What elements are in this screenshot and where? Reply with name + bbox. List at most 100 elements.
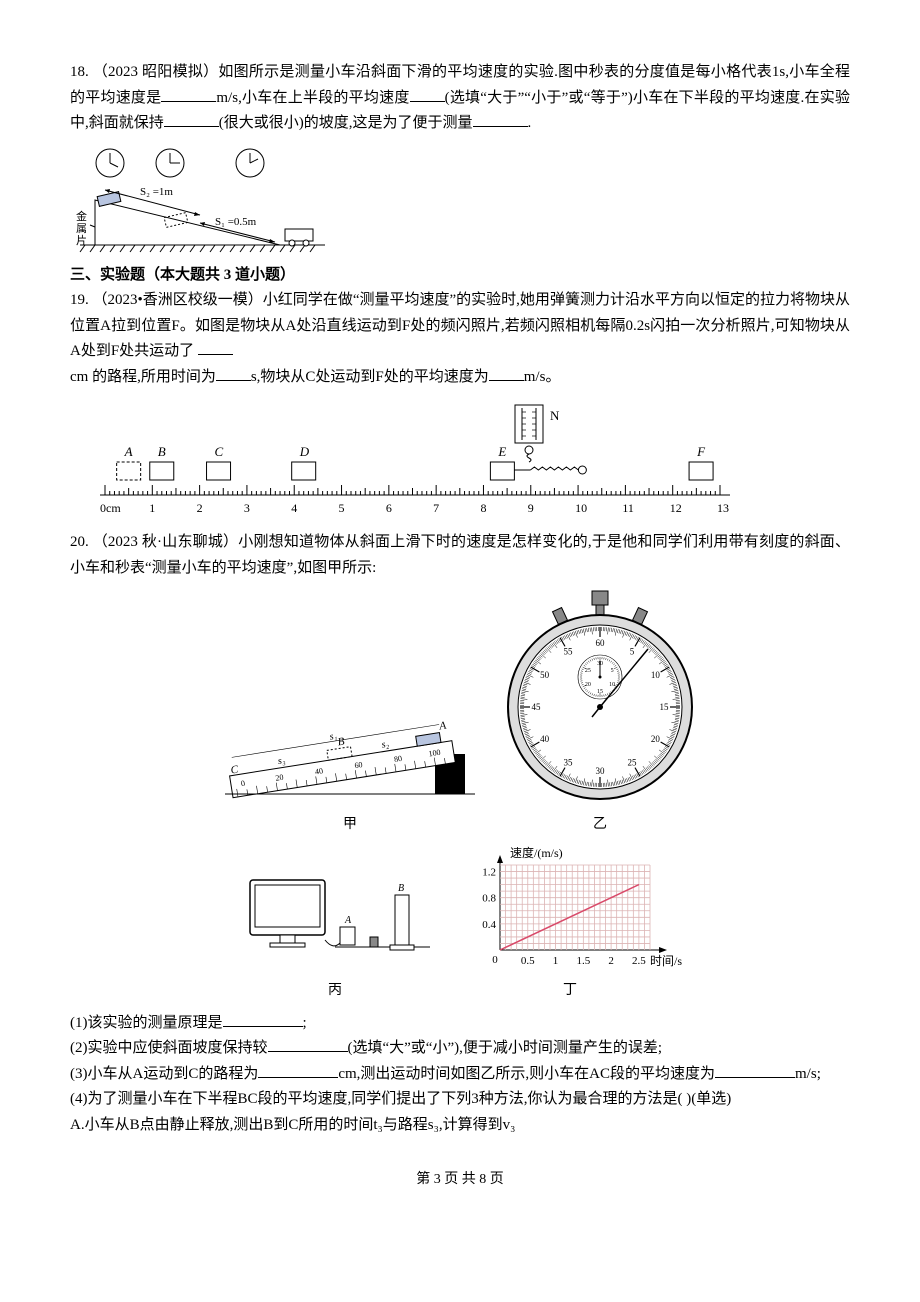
svg-text:片: 片 (76, 234, 87, 247)
svg-text:2: 2 (197, 501, 203, 515)
svg-text:60: 60 (354, 760, 363, 770)
q20-fig-computer: A B 丙 (235, 865, 435, 1003)
q19-num: 19. (70, 292, 93, 308)
q19-text-a: （2023•香洲区校级一模）小红同学在做“测量平均速度”的实验时,她用弹簧测力计… (70, 292, 850, 359)
q18-num: 18. (70, 64, 93, 80)
q18-text-d: . (528, 115, 532, 131)
q19-blank-2[interactable] (216, 366, 251, 381)
svg-text:40: 40 (314, 766, 323, 776)
svg-text:B: B (337, 736, 346, 749)
q20-stopwatch-svg: 51015202530354045505560 51015202530 (500, 589, 700, 809)
svg-text:35: 35 (564, 757, 574, 767)
q20-figrow-2: A B 丙 速度/(m/s) 0.5 1 1.5 2 2.5 0.4 0.8 1.2 (70, 845, 850, 1003)
q20-label-bing: 丙 (328, 979, 342, 1003)
svg-text:55: 55 (564, 647, 574, 657)
q20-computer-svg: A B (235, 865, 435, 975)
svg-text:5: 5 (339, 501, 345, 515)
q20-num: 20. (70, 534, 93, 550)
svg-text:40: 40 (540, 734, 550, 744)
q20-sub2-blank[interactable] (268, 1037, 348, 1052)
svg-text:5: 5 (611, 668, 614, 674)
q20-fig-ruler: 020406080100 A B C s₁ s₃ s₂ 甲 (220, 659, 480, 837)
q18-paragraph: 18. （2023 昭阳模拟）如图所示是测量小车沿斜面下滑的平均速度的实验.图中… (70, 60, 850, 137)
q20-label-yi: 乙 (593, 813, 607, 837)
q20-sub3-blank1[interactable] (258, 1063, 338, 1078)
svg-text:12: 12 (670, 501, 682, 515)
svg-text:10: 10 (651, 670, 661, 680)
q20-graph-ylabel: 速度/(m/s) (510, 845, 563, 860)
q20-graph-xlabel: 时间/s (650, 954, 682, 968)
q20-sub4: (4)为了测量小车在下半程BC段的平均速度,同学们提出了下列3种方法,你认为最合… (70, 1087, 850, 1113)
svg-text:1: 1 (553, 955, 559, 967)
svg-text:25: 25 (585, 668, 591, 674)
svg-text:B: B (158, 444, 166, 459)
q18-blank-2[interactable] (410, 87, 445, 102)
svg-text:0.4: 0.4 (482, 919, 496, 931)
svg-text:4: 4 (291, 501, 297, 515)
q20-optA: A.小车从B点由静止释放,测出B到C所用的时间t₃与路程s₃,计算得到v₃ (70, 1113, 850, 1139)
svg-text:B: B (398, 883, 404, 894)
svg-text:8: 8 (480, 501, 486, 515)
svg-text:100: 100 (428, 748, 441, 759)
q18-metal-label: 金 (76, 209, 87, 223)
svg-text:s₂: s₂ (381, 739, 391, 751)
svg-text:60: 60 (596, 638, 606, 648)
svg-text:30: 30 (596, 766, 606, 776)
svg-text:2: 2 (608, 955, 614, 967)
svg-text:C: C (215, 444, 224, 459)
q19-blank-3[interactable] (489, 366, 524, 381)
q20-graph-svg: 速度/(m/s) 0.5 1 1.5 2 2.5 0.4 0.8 1.2 时间/s 0 (455, 845, 685, 975)
section-3-title: 三、实验题（本大题共 3 道小题） (70, 263, 850, 289)
q18-incline-svg: 金 属 片 S₂ =1m S₁ =0.5m (70, 145, 330, 255)
q19-ruler-svg: N ABCDEF 0cm 12345678910111213 (70, 400, 750, 520)
svg-text:A: A (124, 444, 133, 459)
svg-text:E: E (497, 444, 506, 459)
svg-text:1.5: 1.5 (576, 955, 590, 967)
q18-s2: S₂ =1m (140, 186, 173, 198)
svg-text:9: 9 (528, 501, 534, 515)
q20-sub1: (1)该实验的测量原理是; (70, 1011, 850, 1037)
svg-text:20: 20 (275, 773, 284, 783)
svg-text:5: 5 (630, 647, 635, 657)
q19-blank-1[interactable] (198, 340, 233, 355)
q18-blank-4[interactable] (473, 112, 528, 127)
q20-figrow-1: 020406080100 A B C s₁ s₃ s₂ 甲 (70, 589, 850, 837)
svg-text:C: C (230, 763, 240, 776)
svg-text:15: 15 (597, 689, 603, 695)
svg-text:80: 80 (393, 754, 402, 764)
svg-text:A: A (438, 719, 448, 732)
page-footer: 第 3 页 共 8 页 (70, 1168, 850, 1192)
svg-text:A: A (344, 915, 352, 926)
q18-blank-3[interactable] (164, 112, 219, 127)
svg-text:13: 13 (717, 501, 729, 515)
q18-text-c: (很大或很小)的坡度,这是为了便于测量 (219, 115, 473, 131)
q19-figure: N ABCDEF 0cm 12345678910111213 (70, 400, 850, 520)
q20-sub3-blank2[interactable] (715, 1063, 795, 1078)
svg-text:11: 11 (622, 501, 634, 515)
svg-text:0.8: 0.8 (482, 892, 496, 904)
svg-text:10: 10 (575, 501, 587, 515)
svg-text:25: 25 (628, 757, 638, 767)
svg-text:10: 10 (609, 682, 615, 688)
svg-text:D: D (299, 444, 310, 459)
q20-label-jia: 甲 (343, 813, 357, 837)
q20-paragraph: 20. （2023 秋·山东聊城）小刚想知道物体从斜面上滑下时的速度是怎样变化的… (70, 530, 850, 581)
q19-paragraph: 19. （2023•香洲区校级一模）小红同学在做“测量平均速度”的实验时,她用弹… (70, 288, 850, 390)
svg-text:20: 20 (585, 682, 591, 688)
q18-blank-1[interactable] (161, 87, 216, 102)
svg-text:6: 6 (386, 501, 392, 515)
svg-text:3: 3 (244, 501, 250, 515)
svg-text:0.5: 0.5 (521, 955, 535, 967)
svg-text:属: 属 (76, 222, 87, 235)
q20-text-a: （2023 秋·山东聊城）小刚想知道物体从斜面上滑下时的速度是怎样变化的,于是他… (70, 534, 850, 576)
q18-unit1: m/s,小车在上半段的平均速度 (216, 90, 409, 106)
q20-sub1-blank[interactable] (223, 1012, 303, 1027)
svg-text:0: 0 (492, 954, 498, 966)
q19-dyn-label: N (550, 408, 560, 423)
svg-text:1: 1 (149, 501, 155, 515)
svg-text:45: 45 (532, 702, 542, 712)
svg-text:1.2: 1.2 (482, 866, 496, 878)
q20-label-ding: 丁 (563, 979, 577, 1003)
q20-fig-graph: 速度/(m/s) 0.5 1 1.5 2 2.5 0.4 0.8 1.2 时间/s 0 丁 (455, 845, 685, 1003)
svg-text:2.5: 2.5 (632, 955, 646, 967)
